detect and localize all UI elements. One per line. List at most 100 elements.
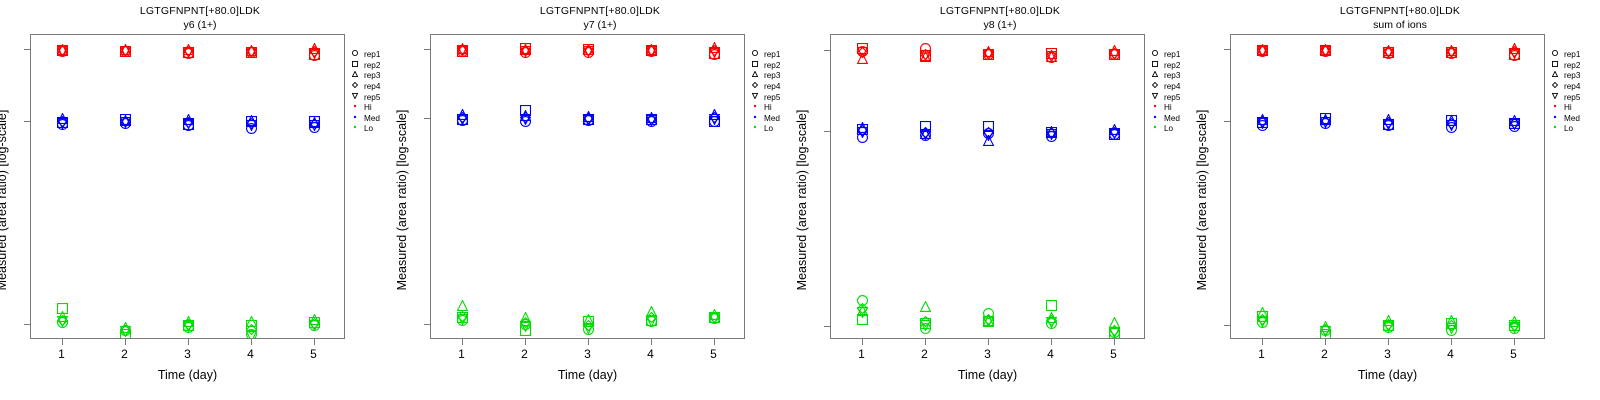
y-tick-mark: [424, 323, 430, 325]
legend-item-rep3[interactable]: rep3: [352, 71, 398, 82]
dot-icon: [352, 114, 364, 124]
data-point-hi-rep3: [583, 44, 594, 56]
data-point-med-rep4: [1446, 117, 1457, 129]
data-point-med-rep5: [120, 117, 131, 129]
x-tick-label: 4: [247, 347, 254, 361]
legend-item-med[interactable]: Med: [752, 114, 798, 125]
data-point-lo-rep2: [1320, 328, 1331, 338]
data-point-lo-rep4: [857, 302, 868, 314]
legend-item-rep5[interactable]: rep5: [1552, 92, 1598, 103]
data-point-hi-rep3: [183, 44, 194, 56]
data-point-lo-rep1: [1446, 325, 1457, 337]
panel-title: LGTGFNPNT[+80.0]LDK: [139, 5, 261, 17]
data-point-lo-rep5: [520, 321, 531, 333]
legend-item-hi[interactable]: Hi: [1152, 103, 1198, 114]
legend-item-med[interactable]: Med: [352, 114, 398, 125]
data-point-lo-rep5: [183, 321, 194, 333]
data-point-hi-rep5: [646, 45, 657, 57]
legend-label: Med: [364, 113, 380, 123]
legend-item-lo[interactable]: Lo: [1552, 124, 1598, 135]
data-point-lo-rep1: [246, 328, 257, 338]
data-point-lo-rep4: [520, 317, 531, 329]
data-point-med-rep2: [857, 124, 868, 136]
legend-item-rep5[interactable]: rep5: [752, 92, 798, 103]
legend: rep1 rep2 rep3 rep4 rep5 Hi Med Lo: [352, 50, 398, 135]
legend-item-hi[interactable]: Hi: [352, 103, 398, 114]
data-point-lo-rep3: [246, 316, 257, 328]
panel-title: LGTGFNPNT[+80.0]LDK: [939, 5, 1061, 17]
legend-item-rep4[interactable]: rep4: [1552, 82, 1598, 93]
legend-item-rep5[interactable]: rep5: [1152, 92, 1198, 103]
diamond-icon: [752, 82, 764, 92]
panel-subtitle: sum of ions: [1373, 19, 1427, 31]
x-tick-mark: [713, 339, 715, 345]
data-point-lo-rep4: [183, 318, 194, 330]
data-point-hi-rep3: [457, 43, 468, 55]
legend-item-rep2[interactable]: rep2: [352, 60, 398, 72]
legend-item-rep3[interactable]: rep3: [1552, 71, 1598, 82]
legend-item-rep4[interactable]: rep4: [1152, 82, 1198, 93]
data-point-lo-rep2: [520, 325, 531, 337]
legend-item-hi[interactable]: Hi: [1552, 103, 1598, 114]
legend-item-rep5[interactable]: rep5: [352, 92, 398, 103]
data-point-med-rep4: [857, 125, 868, 137]
legend-item-rep2[interactable]: rep2: [1552, 60, 1598, 72]
data-point-lo-rep2: [120, 328, 131, 338]
x-tick-mark: [250, 339, 252, 345]
data-point-lo-rep4: [1046, 315, 1057, 327]
legend-item-rep4[interactable]: rep4: [752, 82, 798, 93]
legend-item-med[interactable]: Med: [1152, 114, 1198, 125]
data-point-hi-rep5: [57, 45, 68, 57]
data-point-hi-rep2: [709, 48, 720, 60]
x-axis-label: Time (day): [557, 368, 618, 382]
legend-item-lo[interactable]: Lo: [1152, 124, 1198, 135]
legend-item-rep2[interactable]: rep2: [752, 60, 798, 72]
data-point-med-rep1: [920, 129, 931, 141]
panel-title: LGTGFNPNT[+80.0]LDK: [1339, 5, 1461, 17]
data-point-hi-rep3: [1320, 44, 1331, 56]
legend-item-rep1[interactable]: rep1: [752, 50, 798, 61]
data-point-lo-rep2: [857, 313, 868, 325]
data-point-lo-rep5: [246, 330, 257, 338]
data-point-lo-rep4: [709, 311, 720, 323]
legend-item-rep1[interactable]: rep1: [1152, 50, 1198, 61]
data-point-hi-rep2: [309, 48, 320, 60]
data-point-med-rep5: [646, 115, 657, 127]
legend-label: Lo: [364, 124, 374, 134]
data-point-hi-rep5: [983, 49, 994, 61]
data-point-hi-rep3: [520, 44, 531, 56]
plot-frame: [830, 34, 1145, 339]
data-point-med-rep5: [583, 114, 594, 126]
data-point-lo-rep5: [920, 319, 931, 331]
legend-item-lo[interactable]: Lo: [752, 124, 798, 135]
legend-item-rep4[interactable]: rep4: [352, 82, 398, 93]
plot-frame: [1230, 34, 1545, 339]
legend-label: Med: [1164, 113, 1180, 123]
data-point-lo-rep5: [709, 313, 720, 325]
legend-item-lo[interactable]: Lo: [352, 124, 398, 135]
data-point-med-rep4: [520, 112, 531, 124]
legend-item-rep2[interactable]: rep2: [1152, 60, 1198, 72]
legend: rep1 rep2 rep3 rep4 rep5 Hi Med Lo: [1152, 50, 1198, 135]
legend-item-hi[interactable]: Hi: [752, 103, 798, 114]
legend-item-rep3[interactable]: rep3: [1152, 71, 1198, 82]
x-axis-label: Time (day): [1357, 368, 1418, 382]
legend-item-rep1[interactable]: rep1: [1552, 50, 1598, 61]
legend-item-rep1[interactable]: rep1: [352, 50, 398, 61]
data-point-lo-rep5: [1509, 321, 1520, 333]
data-point-med-rep5: [1446, 119, 1457, 131]
data-point-lo-rep5: [1257, 316, 1268, 328]
legend-label: rep1: [1564, 50, 1581, 60]
triangle-up-icon: [752, 71, 764, 81]
data-point-med-rep2: [920, 121, 931, 133]
data-point-hi-rep5: [1046, 51, 1057, 63]
dot-icon: [1552, 103, 1564, 113]
legend-item-rep3[interactable]: rep3: [752, 71, 798, 82]
data-point-lo-rep1: [520, 319, 531, 331]
data-point-med-rep4: [183, 116, 194, 128]
legend-item-med[interactable]: Med: [1552, 114, 1598, 125]
data-point-hi-rep3: [1257, 44, 1268, 56]
data-point-hi-rep5: [246, 46, 257, 58]
plot-area: [31, 35, 344, 338]
data-point-med-rep5: [857, 127, 868, 139]
